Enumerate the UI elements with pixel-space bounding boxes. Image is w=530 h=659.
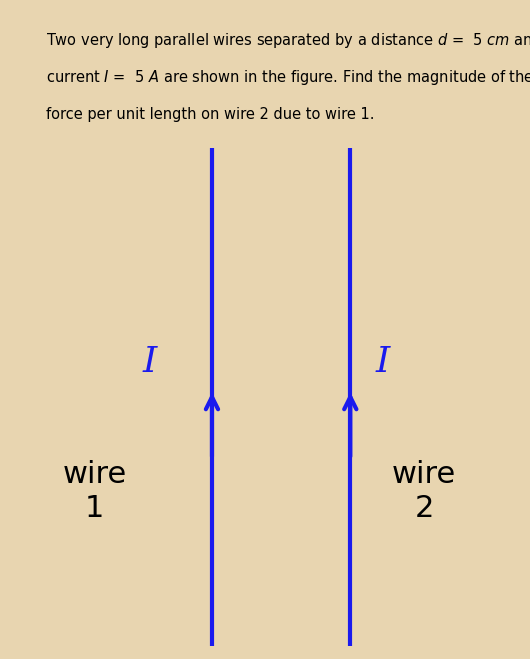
Text: I: I: [143, 345, 157, 379]
Text: wire: wire: [392, 460, 456, 489]
Text: 1: 1: [85, 494, 104, 523]
Text: force per unit length on wire 2 due to wire 1.: force per unit length on wire 2 due to w…: [46, 107, 375, 122]
Text: I: I: [375, 345, 390, 379]
Text: wire: wire: [62, 460, 127, 489]
Text: Two very long parallel wires separated by a distance $d$ =  5 $cm$ and carrying : Two very long parallel wires separated b…: [46, 31, 530, 50]
Text: 2: 2: [414, 494, 434, 523]
Text: current $I$ =  5 $A$ are shown in the figure. Find the magnitude of the magnetic: current $I$ = 5 $A$ are shown in the fig…: [46, 68, 530, 87]
